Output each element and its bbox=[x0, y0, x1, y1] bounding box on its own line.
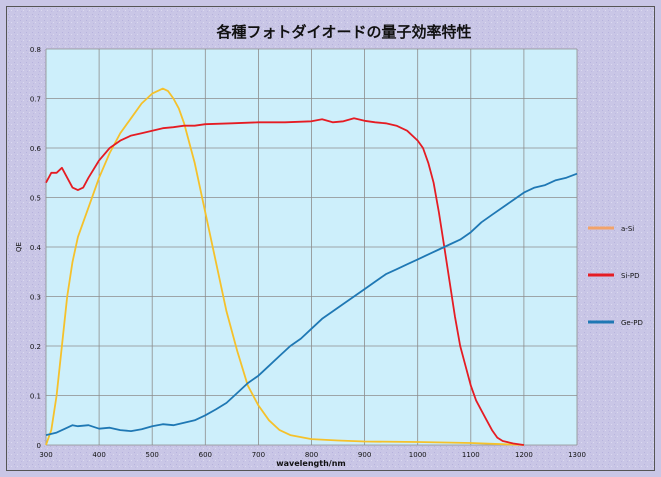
legend: a-Si Si-PD Ge-PD bbox=[588, 225, 643, 327]
y-axis-label: QE bbox=[15, 242, 23, 252]
legend-label: a-Si bbox=[621, 225, 634, 233]
grid-lines bbox=[45, 48, 578, 446]
x-tick-label: 900 bbox=[358, 451, 371, 459]
chart-frame: 各種フォトダイオードの量子効率特性 0 0.1 0.2 0.3 0.4 0.5 0.6 0.7… bbox=[6, 6, 655, 471]
series-line-ge-pd bbox=[45, 172, 578, 436]
legend-label: Si-PD bbox=[621, 272, 640, 280]
x-tick-label: 300 bbox=[39, 451, 52, 459]
y-tick-label: 0.2 bbox=[30, 343, 41, 351]
x-tick-label: 600 bbox=[199, 451, 212, 459]
legend-label: Ge-PD bbox=[621, 319, 643, 327]
x-tick-labels: 300 400 500 600 700 800 900 1000 1100 1200 1300 bbox=[39, 451, 586, 459]
x-tick-label: 1000 bbox=[409, 451, 427, 459]
y-tick-label: 0 bbox=[37, 442, 41, 450]
y-tick-label: 0.1 bbox=[30, 393, 41, 401]
x-tick-label: 700 bbox=[252, 451, 265, 459]
series-layer bbox=[45, 87, 578, 446]
x-tick-label: 1100 bbox=[462, 451, 480, 459]
y-tick-label: 0.6 bbox=[30, 145, 42, 153]
x-tick-label: 1300 bbox=[568, 451, 586, 459]
x-axis-label: wavelength/nm bbox=[276, 459, 346, 468]
y-tick-label: 0.3 bbox=[30, 294, 41, 302]
y-tick-label: 0.5 bbox=[30, 195, 41, 203]
x-tick-label: 1200 bbox=[515, 451, 533, 459]
x-tick-label: 500 bbox=[146, 451, 159, 459]
y-tick-label: 0.8 bbox=[30, 46, 41, 54]
chart-svg: 各種フォトダイオードの量子効率特性 0 0.1 0.2 0.3 0.4 0.5 0.6 0.7… bbox=[7, 7, 654, 470]
y-tick-label: 0.7 bbox=[30, 96, 41, 104]
x-tick-label: 800 bbox=[305, 451, 318, 459]
x-tick-label: 400 bbox=[92, 451, 105, 459]
chart-title: 各種フォトダイオードの量子効率特性 bbox=[215, 23, 471, 41]
series-line-si-pd bbox=[45, 117, 525, 446]
y-tick-label: 0.4 bbox=[30, 244, 42, 252]
series-line-a-si bbox=[45, 87, 524, 446]
y-tick-labels: 0 0.1 0.2 0.3 0.4 0.5 0.6 0.7 0.8 bbox=[30, 46, 42, 450]
